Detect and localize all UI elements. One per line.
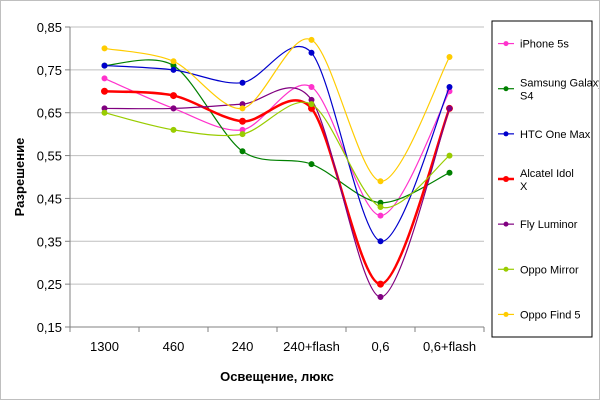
data-point-6-4 [377,178,384,185]
x-tick-label-5: 0,6+flash [423,339,476,354]
y-tick-label-2: 0,65 [37,106,62,121]
data-point-3-1 [170,92,177,100]
y-tick-label-5: 0,35 [37,234,62,249]
x-tick-label-0: 1300 [90,339,119,354]
legend-item-6: Oppo Find 5 [498,309,581,321]
legend-item-1: Samsung Galaxy S4 [498,78,599,103]
data-point-5-1 [170,126,177,133]
data-point-5-4 [377,204,384,210]
data-point-2-0 [101,62,108,69]
legend-swatch-marker-3 [503,176,509,182]
legend-item-2: HTC One Max [498,129,591,141]
x-tick-label-2: 240 [232,339,254,354]
legend-label-line-1-0: Samsung Galaxy [520,78,599,90]
data-point-2-5 [446,84,453,90]
legend-label-line-0-0: iPhone 5s [520,39,569,51]
y-axis-ticks: 0,85 0,75 0,65 0,55 0,45 0,35 0,25 0,15 [37,20,70,335]
data-point-2-2 [239,79,246,86]
data-point-0-3 [308,84,315,90]
legend-item-0: iPhone 5s [498,39,569,51]
data-point-5-5 [446,152,453,159]
legend: iPhone 5s Samsung Galaxy S4 HTC One Max Alca… [491,20,599,338]
legend-item-5: Oppo Mirror [498,264,579,276]
data-point-3-4 [377,280,384,288]
data-point-2-4 [377,238,384,245]
data-point-1-2 [239,148,246,155]
x-axis-ticks: 1300 460 240 240+flash 0,6 0,6+flash [69,327,485,354]
data-point-0-0 [101,75,108,82]
x-axis-title: Освещение, люкс [220,369,334,384]
legend-label-2: HTC One Max [520,129,591,141]
legend-swatch-marker-2 [503,131,509,137]
legend-label-6: Oppo Find 5 [520,309,581,321]
x-tick-label-3: 240+flash [283,339,340,354]
data-point-4-5 [446,105,453,112]
legend-label-line-1-1: S4 [520,91,533,103]
data-point-1-3 [308,161,315,168]
plot-area [70,27,484,327]
data-point-5-3 [308,101,315,108]
legend-swatch-marker-5 [503,266,509,272]
data-point-4-4 [377,294,384,300]
y-tick-label-4: 0,45 [37,191,62,206]
data-point-4-1 [170,105,177,112]
y-tick-label-3: 0,55 [37,149,62,164]
data-point-5-0 [101,109,108,116]
legend-label-5: Oppo Mirror [520,264,579,276]
data-point-6-2 [239,105,246,112]
data-point-3-0 [101,87,108,95]
legend-label-0: iPhone 5s [520,39,569,51]
series-group [101,36,453,300]
legend-swatch-marker-6 [503,311,509,317]
y-tick-label-0: 0,85 [37,20,62,35]
data-point-6-5 [446,54,453,60]
data-point-0-4 [377,212,384,219]
y-tick-label-1: 0,75 [37,63,62,78]
series-2 [101,45,453,245]
legend-swatch-marker-1 [503,86,509,92]
legend-items: iPhone 5s Samsung Galaxy S4 HTC One Max Alca… [498,39,599,321]
series-5 [101,101,453,210]
legend-item-4: Fly Luminor [498,219,578,231]
legend-label-4: Fly Luminor [520,219,578,231]
data-point-6-3 [308,36,315,43]
legend-label-line-4-0: Fly Luminor [520,219,578,231]
legend-label-1: Samsung Galaxy S4 [520,78,599,103]
x-tick-label-4: 0,6 [371,339,389,354]
legend-label-line-6-0: Oppo Find 5 [520,309,581,321]
legend-swatch-marker-4 [503,221,509,227]
y-tick-label-6: 0,25 [37,277,62,292]
legend-label-line-2-0: HTC One Max [520,129,591,141]
data-point-6-1 [170,58,177,65]
legend-label-line-5-0: Oppo Mirror [520,264,579,276]
legend-label-line-3-0: Alcatel Idol [520,168,574,180]
data-point-2-3 [308,49,315,56]
data-point-5-2 [239,131,246,138]
data-point-6-0 [101,45,108,52]
data-point-2-1 [170,66,177,73]
x-tick-label-1: 460 [163,339,185,354]
series-6 [101,36,453,185]
y-tick-label-7: 0,15 [37,320,62,335]
grid-lines [70,26,484,328]
series-4 [101,87,453,300]
data-point-1-5 [446,169,453,176]
legend-label-line-3-1: X [520,181,528,193]
data-point-3-2 [239,117,246,125]
legend-label-3: Alcatel Idol X [520,168,574,193]
legend-swatch-marker-0 [503,41,509,47]
y-axis-title: Разрешение [12,138,27,217]
legend-item-3: Alcatel Idol X [498,168,574,193]
